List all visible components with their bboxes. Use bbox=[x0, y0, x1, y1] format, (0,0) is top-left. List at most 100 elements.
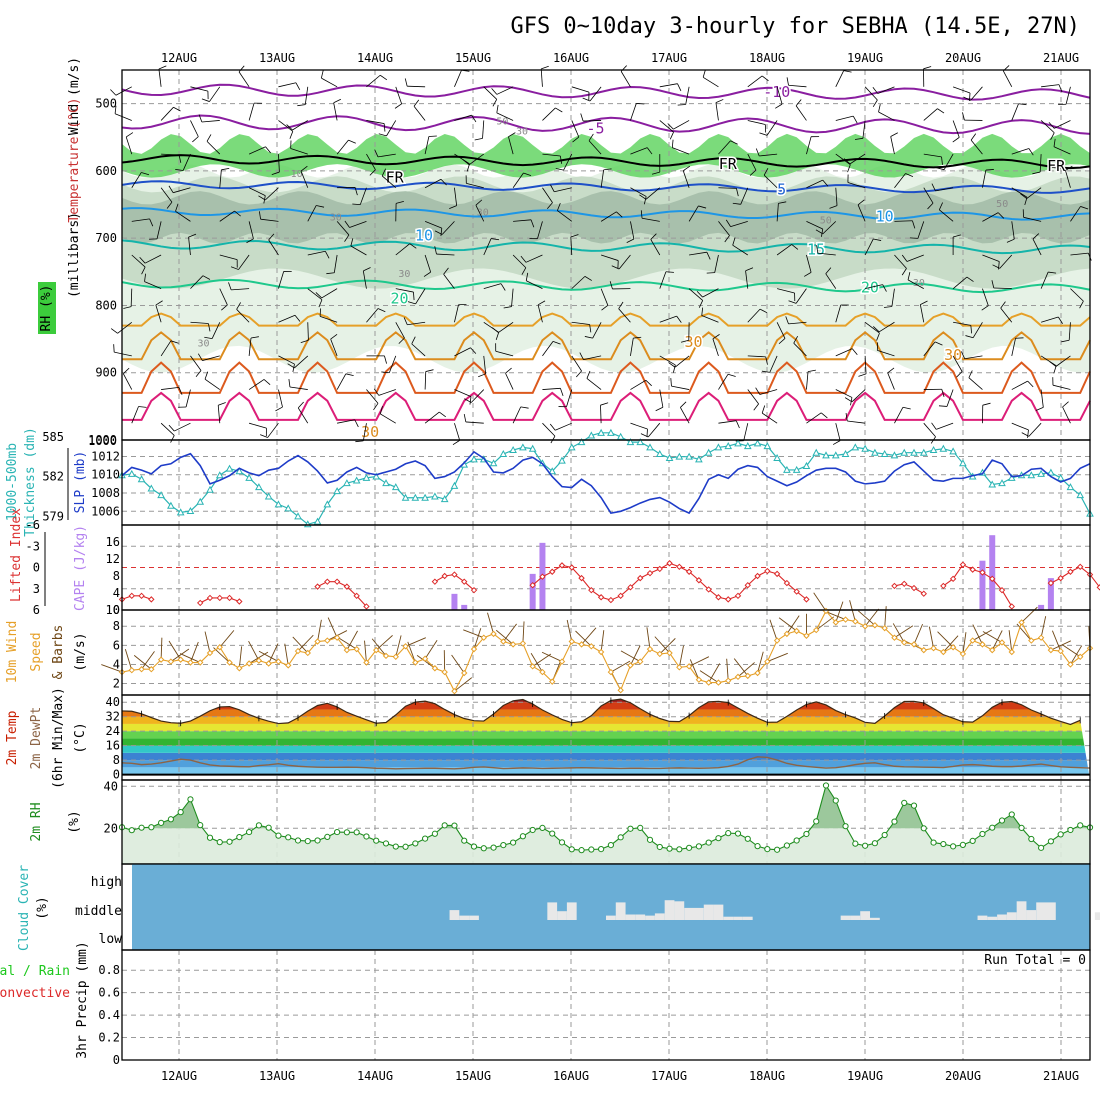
middle-cloud-block bbox=[557, 911, 567, 920]
upper-wind-barb bbox=[404, 78, 426, 88]
upper-wind-barb bbox=[806, 221, 824, 237]
panel-ylabel: 3hr Precip (mm) bbox=[75, 941, 90, 1058]
wind-barb-staff bbox=[512, 172, 524, 188]
temperature-contour bbox=[121, 239, 1091, 255]
wind-barb-staff bbox=[333, 102, 338, 121]
upper-wind-barb bbox=[894, 406, 911, 424]
wind-barb-staff bbox=[1040, 120, 1055, 134]
wind-speed-point bbox=[1037, 634, 1045, 641]
thickness-point bbox=[773, 453, 781, 462]
wind-barb-staff bbox=[674, 355, 690, 368]
wind-barb-flag bbox=[173, 106, 181, 112]
wind-barb-flag bbox=[505, 367, 512, 374]
upper-wind-barb bbox=[197, 353, 220, 361]
cape-tick-label: 4 bbox=[113, 586, 120, 600]
upper-wind-barb bbox=[843, 153, 866, 165]
wind-speed-point bbox=[373, 646, 380, 654]
wind-barb-staff bbox=[747, 389, 759, 405]
wind-barb-flag bbox=[555, 168, 564, 171]
upper-wind-barb bbox=[835, 348, 858, 357]
wind-barb-flag bbox=[580, 113, 584, 122]
thickness-point bbox=[1066, 483, 1075, 491]
upper-wind-barb bbox=[122, 367, 133, 390]
slp-line bbox=[121, 450, 1091, 515]
wind-barb-flag bbox=[982, 402, 991, 406]
wind-barb-flag bbox=[698, 300, 704, 308]
middle-cloud-block bbox=[664, 900, 675, 920]
wind-barb-staff bbox=[747, 355, 766, 358]
wind-speed-point bbox=[998, 639, 1006, 646]
wind-barb-staff bbox=[294, 355, 309, 369]
surface-wind-barb bbox=[824, 610, 846, 620]
rh-contour-label: 30 bbox=[197, 338, 209, 349]
wind-speed-point bbox=[568, 638, 575, 645]
wind-barb-staff bbox=[278, 314, 296, 323]
thickness-tick-label: 582 bbox=[42, 470, 64, 484]
upper-wind-barb bbox=[982, 402, 991, 424]
wind-barb-staff bbox=[483, 355, 487, 374]
wind-barb-staff bbox=[946, 389, 954, 407]
rh-point bbox=[656, 843, 663, 851]
thickness-point bbox=[245, 473, 253, 481]
lifted-index-point bbox=[451, 571, 458, 578]
lifted-index-point bbox=[685, 568, 693, 575]
wind-barb-staff bbox=[496, 112, 514, 121]
upper-wind-barb bbox=[336, 221, 350, 242]
wind-barb-staff bbox=[583, 120, 602, 122]
upper-wind-barb bbox=[901, 254, 924, 262]
rh-point bbox=[1028, 835, 1035, 843]
upper-wind-barb bbox=[287, 355, 309, 369]
wind-speed-point bbox=[128, 666, 135, 674]
upper-wind-barb bbox=[483, 86, 498, 107]
middle-cloud-block bbox=[547, 902, 558, 920]
upper-wind-barb bbox=[689, 251, 711, 260]
wind-barb-flag bbox=[463, 414, 467, 423]
rh-point bbox=[353, 829, 360, 836]
wind-barb-flag bbox=[221, 304, 228, 311]
wind-barb-flag bbox=[778, 201, 787, 204]
wind-barb-staff bbox=[894, 173, 906, 188]
upper-wind-barb bbox=[465, 175, 484, 189]
upper-wind-barb bbox=[542, 153, 563, 164]
lifted-index-line bbox=[121, 595, 152, 600]
wind-barb-staff bbox=[381, 175, 397, 189]
wind-barb-flag bbox=[230, 266, 239, 270]
wind-barb-flag bbox=[383, 123, 386, 132]
wind-barb-flag bbox=[250, 336, 259, 339]
temp-band bbox=[122, 716, 1090, 724]
wind-barb-flag bbox=[316, 205, 325, 208]
wind-speed-point bbox=[265, 660, 272, 667]
wind-barb-staff bbox=[219, 254, 238, 261]
upper-wind-barb bbox=[732, 237, 748, 256]
lifted-index-point bbox=[568, 564, 575, 571]
surface-wind-barb bbox=[317, 619, 322, 642]
upper-wind-barb bbox=[970, 133, 983, 155]
upper-wind-barb bbox=[571, 355, 582, 378]
wind-barb-flag bbox=[985, 169, 994, 171]
wind-barb-flag bbox=[377, 308, 386, 313]
wind-barb-staff bbox=[1011, 380, 1028, 390]
upper-wind-barb bbox=[1065, 165, 1073, 188]
panel-ylabel: (6hr Min/Max) bbox=[51, 687, 66, 789]
wind-barb-flag bbox=[175, 203, 179, 212]
upper-wind-barb bbox=[876, 342, 895, 357]
wind-barb-staff bbox=[526, 280, 543, 289]
upper-wind-barb bbox=[278, 355, 295, 373]
lifted-index-point bbox=[1067, 568, 1074, 575]
thickness-point bbox=[949, 447, 957, 455]
surface-wind-barb bbox=[1016, 623, 1032, 641]
upper-wind-barb bbox=[806, 179, 829, 189]
wind-speed-point bbox=[148, 666, 155, 673]
thickness-point bbox=[411, 493, 420, 501]
thickness-point bbox=[988, 480, 997, 488]
wind-speed-point bbox=[490, 630, 497, 638]
wind-barb-staff bbox=[278, 154, 280, 173]
panel-ylabel: SLP (mb) bbox=[73, 451, 88, 514]
upper-wind-barb bbox=[584, 322, 602, 339]
wind-speed-point bbox=[421, 655, 429, 662]
wind-barb-staff bbox=[630, 147, 648, 155]
surface-wind-barb bbox=[407, 641, 416, 663]
date-label-top: 15AUG bbox=[455, 51, 491, 65]
upper-wind-barb bbox=[571, 276, 592, 289]
surface-wind-barb bbox=[630, 645, 641, 666]
